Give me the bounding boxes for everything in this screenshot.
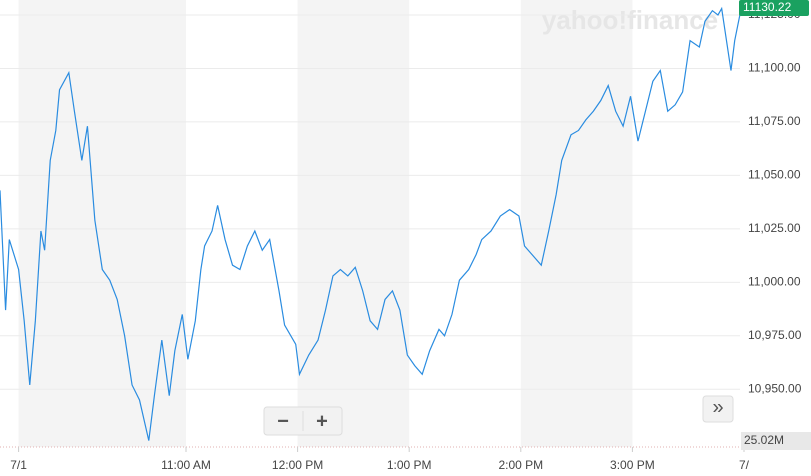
session-band	[297, 0, 410, 447]
x-tick-label: 3:00 PM	[610, 458, 655, 472]
y-tick-label: 11,050.00	[748, 168, 801, 182]
zoom-in-button[interactable]: +	[316, 410, 328, 432]
y-tick-label: 10,975.00	[748, 328, 802, 342]
y-tick-label: 11,075.00	[748, 114, 801, 128]
y-tick-label: 10,950.00	[748, 381, 802, 395]
x-tick-label: 11:00 AM	[161, 458, 211, 472]
x-tick-label: 7/	[739, 458, 750, 472]
x-tick-label: 1:00 PM	[387, 458, 432, 472]
watermark: yahoo!finance	[542, 5, 718, 35]
expand-control	[702, 395, 734, 423]
expand-button[interactable]: »	[712, 396, 723, 418]
y-tick-label: 11,000.00	[748, 274, 801, 288]
y-tick-label: 11,025.00	[748, 221, 801, 235]
y-tick-label: 11,100.00	[748, 61, 801, 75]
last-price-tag	[739, 0, 809, 16]
session-band	[520, 0, 633, 447]
volume-label-box	[741, 432, 811, 450]
x-tick-label: 12:00 PM	[272, 458, 323, 472]
x-tick-label: 2:00 PM	[498, 458, 543, 472]
price-line	[0, 6, 741, 441]
session-band	[18, 0, 186, 447]
zoom-out-button[interactable]: −	[277, 410, 289, 432]
x-tick-label: 7/1	[10, 458, 27, 472]
volume-label: 25.02M	[744, 433, 784, 447]
last-price-label: 11130.22	[743, 0, 792, 14]
